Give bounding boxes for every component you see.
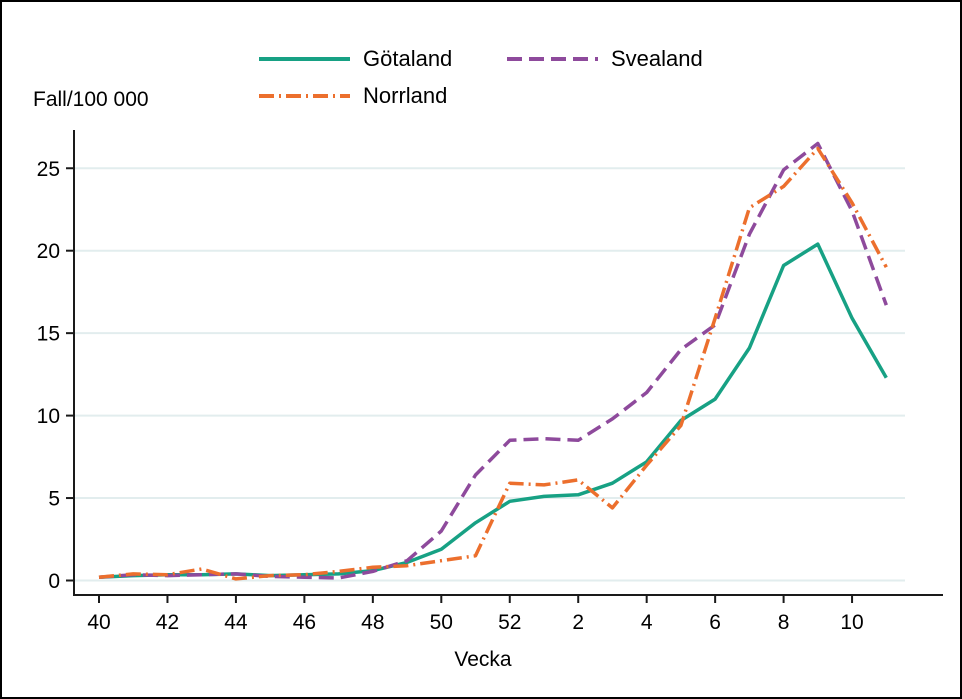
x-tick-label: 44 xyxy=(224,611,248,634)
y-tick-label: 0 xyxy=(48,570,60,593)
x-tick-label: 2 xyxy=(572,611,584,634)
series-line-gtaland xyxy=(98,242,888,579)
legend-label-gotaland: Götaland xyxy=(363,46,453,71)
x-tick-label: 10 xyxy=(840,611,863,634)
x-axis-title: Vecka xyxy=(454,648,512,671)
series-line-norrland xyxy=(98,146,888,581)
x-tick-label: 42 xyxy=(156,611,179,634)
legend-label-norrland: Norrland xyxy=(363,83,448,108)
y-tick-label: 5 xyxy=(48,488,60,511)
y-tick-label: 25 xyxy=(37,158,60,181)
y-tick-label: 15 xyxy=(37,323,60,346)
x-tick-label: 8 xyxy=(778,611,790,634)
x-tick-label: 40 xyxy=(87,611,110,634)
y-axis-title: Fall/100 000 xyxy=(33,88,149,111)
series-line-svealand xyxy=(98,141,888,580)
legend-item-gotaland: Götaland xyxy=(259,46,452,72)
norrland-line-sample xyxy=(259,94,350,98)
legend-label-svealand: Svealand xyxy=(611,46,703,71)
x-tick-label: 48 xyxy=(361,611,384,634)
y-tick-label: 10 xyxy=(37,405,60,428)
legend-item-norrland: Norrland xyxy=(259,83,447,109)
y-tick-label: 20 xyxy=(37,240,60,263)
x-tick-label: 52 xyxy=(498,611,521,634)
x-tick-label: 4 xyxy=(641,611,653,634)
legend-item-svealand: Svealand xyxy=(507,46,703,72)
x-tick-label: 46 xyxy=(293,611,316,634)
x-tick-label: 50 xyxy=(430,611,453,634)
gotaland-line-sample xyxy=(259,57,350,61)
svealand-line-sample xyxy=(507,57,598,61)
x-tick-label: 6 xyxy=(709,611,721,634)
